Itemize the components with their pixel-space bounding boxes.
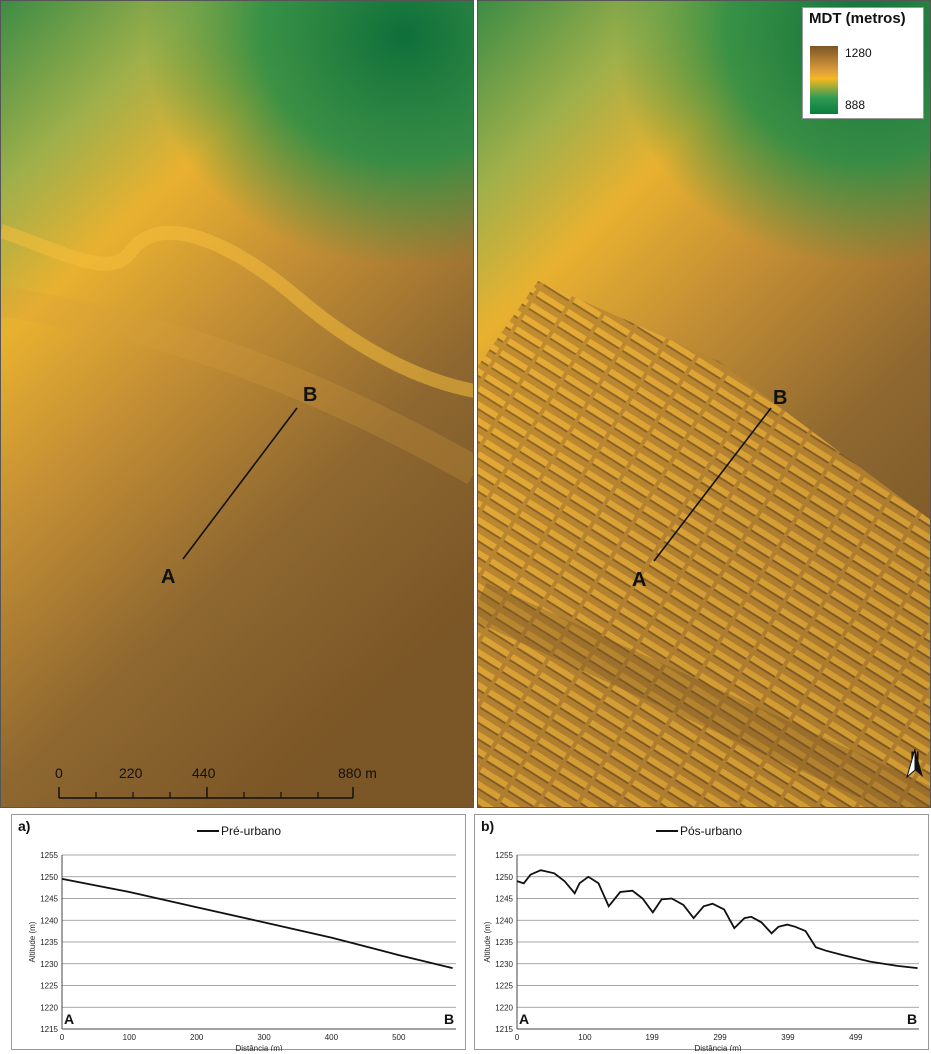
elevation-legend: MDT (metros) 1280 888: [802, 7, 924, 119]
x-axis-label: Distância (m): [235, 1044, 282, 1051]
y-tick-label: 1250: [495, 873, 513, 882]
scale-tick-label: 880 m: [338, 765, 377, 781]
x-tick-label: 0: [515, 1033, 520, 1042]
y-tick-label: 1245: [495, 895, 513, 904]
scale-tick-label: 440: [192, 765, 216, 781]
y-tick-label: 1215: [40, 1025, 58, 1034]
legend-min-value: 888: [845, 98, 866, 112]
y-tick-label: 1240: [495, 916, 513, 925]
y-tick-label: 1225: [40, 982, 58, 991]
scale-tick-label: 220: [119, 765, 143, 781]
chart-svg: b) 1215 1220 1225 1230 1235 1240 1245 1250 1255 0 1…: [481, 818, 919, 1051]
dem-pre-urban-terrain: [1, 1, 473, 807]
panel-label: b): [481, 818, 494, 834]
profile-point-label: B: [444, 1011, 454, 1027]
legend-color-ramp: [810, 46, 838, 114]
y-tick-label: 1235: [495, 938, 513, 947]
transect-start-label: A: [632, 569, 647, 591]
y-axis-label: Altitude (m): [483, 921, 492, 962]
x-tick-label: 100: [578, 1033, 592, 1042]
y-tick-label: 1215: [495, 1025, 513, 1034]
x-tick-label: 199: [645, 1033, 659, 1042]
x-tick-label: 200: [190, 1033, 204, 1042]
chart-svg: a) 1215 1220 1225 1230 1235 1240 1245 1250 1255 0 1…: [18, 818, 456, 1051]
y-tick-label: 1255: [495, 851, 513, 860]
series-line-Pós-urbano: [516, 869, 918, 969]
series-line-Pré-urbano: [61, 878, 453, 969]
north-arrow-icon: [906, 749, 923, 779]
y-tick-label: 1220: [40, 1003, 58, 1012]
transect-start-label: A: [161, 566, 176, 588]
x-tick-label: 499: [849, 1033, 863, 1042]
transect-line: [182, 407, 298, 560]
y-tick-label: 1245: [40, 895, 58, 904]
y-tick-label: 1230: [40, 960, 58, 969]
profile-chart-pre-urban: a) 1215 1220 1225 1230 1235 1240 1245 1250 1255 0 1…: [11, 814, 466, 1051]
x-tick-label: 400: [325, 1033, 339, 1042]
x-tick-label: 399: [781, 1033, 795, 1042]
profile-chart-post-urban: b) 1215 1220 1225 1230 1235 1240 1245 1250 1255 0 1…: [474, 814, 929, 1051]
x-tick-label: 0: [60, 1033, 65, 1042]
y-axis-label: Altitude (m): [28, 921, 37, 962]
y-tick-label: 1225: [495, 982, 513, 991]
x-tick-label: 300: [257, 1033, 271, 1042]
scale-tick-label: 0: [55, 765, 63, 781]
y-tick-label: 1240: [40, 916, 58, 925]
y-tick-label: 1220: [495, 1003, 513, 1012]
panel-label: a): [18, 818, 30, 834]
legend-entry: Pós-urbano: [680, 824, 742, 838]
y-tick-label: 1230: [495, 960, 513, 969]
x-tick-label: 299: [713, 1033, 727, 1042]
transect-line: [653, 407, 772, 562]
legend-title: MDT (metros): [809, 10, 906, 27]
x-tick-label: 100: [123, 1033, 137, 1042]
profile-point-label: A: [64, 1011, 74, 1027]
transect-end-label: B: [773, 387, 788, 409]
x-tick-label: 500: [392, 1033, 406, 1042]
north-arrow: N: [906, 749, 924, 779]
y-tick-label: 1250: [40, 873, 58, 882]
profile-point-label: A: [519, 1011, 529, 1027]
dem-post-urban-terrain: [478, 1, 930, 807]
x-axis-label: Distância (m): [694, 1044, 741, 1051]
dem-map-pre-urban: A B 0 220 440 880 m: [0, 0, 474, 808]
dem-map-post-urban: MDT (metros) 1280 888 A B N: [477, 0, 931, 808]
y-tick-label: 1255: [40, 851, 58, 860]
legend-entry: Pré-urbano: [221, 824, 281, 838]
y-tick-label: 1235: [40, 938, 58, 947]
profile-point-label: B: [907, 1011, 917, 1027]
transect-end-label: B: [303, 384, 318, 406]
legend-max-value: 1280: [845, 46, 872, 60]
